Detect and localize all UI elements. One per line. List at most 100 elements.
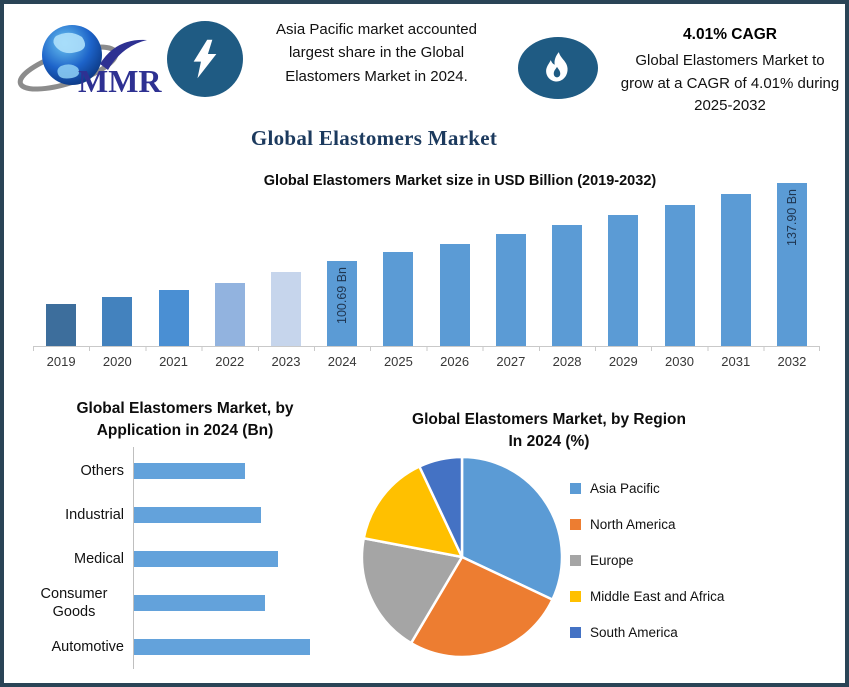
bar-2028: [552, 225, 583, 346]
bar-column: [145, 168, 201, 346]
bar-column: [258, 168, 314, 346]
category-label-text: Consumer Goods: [40, 585, 108, 620]
legend-item: Europe: [570, 553, 724, 568]
app-plot-area: Others Industrial Medical Consumer Goods Aut…: [24, 446, 346, 669]
legend-item: North America: [570, 517, 724, 532]
bar-2030: [664, 205, 695, 346]
bar-2023: [270, 272, 301, 346]
bar-2019: [46, 304, 77, 346]
bar-column: [370, 168, 426, 346]
pie-legend: Asia Pacific North America Europe Middle Ea…: [570, 481, 724, 661]
app-row: Consumer Goods: [24, 581, 346, 625]
bar-medical: [134, 550, 278, 567]
bar-column: [89, 168, 145, 346]
bar-track: [134, 594, 346, 611]
bar-column: [708, 168, 764, 346]
pie-plot-area: [360, 455, 564, 659]
app-row: Medical: [24, 537, 346, 581]
y-axis-line: [133, 446, 134, 669]
bar-consumer-goods: [134, 594, 266, 611]
bar-column: [651, 168, 707, 346]
bar-2027: [495, 234, 526, 346]
bar-2025: [383, 252, 414, 346]
bar-column: [483, 168, 539, 346]
bar-2024: 100.69 Bn: [327, 261, 358, 346]
bar-2031: [720, 194, 751, 346]
legend-item: South America: [570, 625, 724, 640]
bar-value-label: 100.69 Bn: [335, 267, 350, 324]
bar-plot-area: 100.69 Bn 137.90 Bn: [33, 168, 820, 346]
category-label: Industrial: [24, 506, 124, 524]
pie-slice-asia-pacific: [460, 455, 564, 601]
category-label: Others: [24, 462, 124, 480]
legend-label: Asia Pacific: [590, 481, 660, 496]
bar-others: [134, 462, 245, 479]
cagr-value: 4.01% CAGR: [683, 26, 777, 43]
bar-2022: [214, 283, 245, 346]
bar-track: [134, 462, 346, 479]
x-axis-line: [33, 346, 820, 351]
legend-label: Middle East and Africa: [590, 589, 725, 604]
x-axis-label: 2030: [665, 354, 694, 369]
text-line: Global Elastomers Market, by Region: [412, 411, 686, 428]
x-axis-label: 2031: [721, 354, 751, 369]
page-title: Global Elastomers Market: [250, 126, 498, 151]
legend-label: South America: [590, 625, 678, 640]
bar-track: [134, 550, 346, 567]
pie-slice-middle-east-and-africa: [362, 465, 464, 559]
legend-swatch: [570, 591, 581, 602]
bar-column: 137.90 Bn: [764, 168, 820, 346]
bar-industrial: [134, 506, 262, 523]
x-axis-label: 2021: [159, 354, 188, 369]
cagr-block: 4.01% CAGR Global Elastomers Market to gr…: [612, 26, 845, 118]
text-line: 2025-2032: [694, 97, 766, 114]
bar-automotive: [134, 638, 311, 655]
bar-column: [427, 168, 483, 346]
text-line: Asia Pacific market accounted: [276, 21, 477, 38]
category-label-text: Others: [80, 462, 124, 479]
category-label: Medical: [24, 550, 124, 568]
category-label-text: Industrial: [65, 506, 124, 523]
text-line: Global Elastomers Market to: [635, 52, 825, 69]
bar-2032: 137.90 Bn: [776, 183, 807, 346]
x-axis-label: 2025: [383, 354, 413, 369]
category-label-text: Automotive: [51, 638, 124, 655]
pie-slice-north-america: [409, 555, 554, 659]
bar-2020: [102, 297, 133, 346]
text-line: Application in 2024 (Bn): [96, 422, 274, 440]
app-chart-title: Global Elastomers Market, by Application …: [24, 393, 346, 443]
legend-swatch: [570, 483, 581, 494]
legend-swatch: [570, 555, 581, 566]
text-line: Elastomers Market in 2024.: [285, 67, 468, 85]
bar-column: [595, 168, 651, 346]
bar-column: [539, 168, 595, 346]
bar-column: [202, 168, 258, 346]
application-chart: Global Elastomers Market, by Application …: [24, 393, 346, 669]
x-axis-label: 2024: [327, 354, 357, 369]
legend-label: Europe: [590, 553, 634, 568]
bar-2026: [439, 244, 470, 346]
app-row: Industrial: [24, 493, 346, 537]
pie-slice-south-america: [418, 455, 464, 559]
legend-swatch: [570, 627, 581, 638]
app-row: Others: [24, 449, 346, 493]
lightning-icon: [167, 21, 243, 97]
mmr-logo: MMR: [16, 12, 171, 102]
legend-label: North America: [590, 517, 676, 532]
x-axis-label: 2027: [496, 354, 526, 369]
text-line: largest share in the Global: [288, 44, 465, 62]
text-line: Global Elastomers Market, by: [76, 400, 294, 417]
bar-2029: [608, 215, 639, 346]
x-axis-label: 2028: [552, 354, 582, 369]
globe-icon: MMR: [17, 25, 162, 99]
x-axis-label: 2022: [215, 354, 245, 369]
x-axis-label: 2032: [777, 354, 807, 369]
x-axis-label: 2029: [608, 354, 638, 369]
legend-item: Asia Pacific: [570, 481, 724, 496]
cagr-description: Global Elastomers Market to grow at a CAG…: [612, 50, 845, 118]
flame-icon: [518, 37, 598, 99]
pie-chart-title: Global Elastomers Market, by Region In 20…: [359, 409, 739, 454]
x-axis-label: 2020: [102, 354, 132, 369]
bar-chart-title: Global Elastomers Market size in USD Bil…: [263, 173, 657, 190]
